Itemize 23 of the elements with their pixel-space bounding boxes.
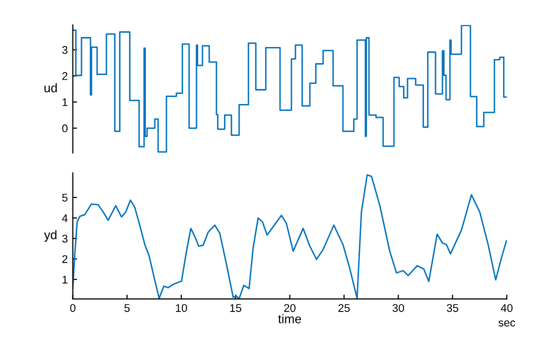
y-axis-title: ud [44,83,57,92]
x-tick-label: 10 [176,304,188,312]
x-tick-label: 30 [392,304,404,312]
x-tick-label: 40 [500,304,513,312]
y-tick-label: 1 [62,98,68,106]
y-tick-label: 5 [62,194,68,202]
x-axis-title: time [278,314,302,324]
x-tick-label: 0 [70,304,76,312]
y-tick-label: 0 [62,124,68,132]
y-axis-title: yd [44,230,56,242]
x-tick-label: 15 [230,304,242,312]
x-tick-label: 5 [124,304,130,312]
y-tick-label: 2 [62,255,68,263]
y-tick-label: 2 [62,72,68,80]
x-tick-label: 25 [338,304,350,312]
text: sec [498,320,516,327]
x-tick-label: 20 [284,304,296,312]
y-tick-label: 1 [62,276,68,284]
y-tick-label: 4 [62,214,68,222]
line-series [72,174,507,299]
y-tick-label: 3 [62,46,68,54]
y-tick-label: 3 [62,234,68,243]
x-tick-label: 35 [446,304,458,312]
